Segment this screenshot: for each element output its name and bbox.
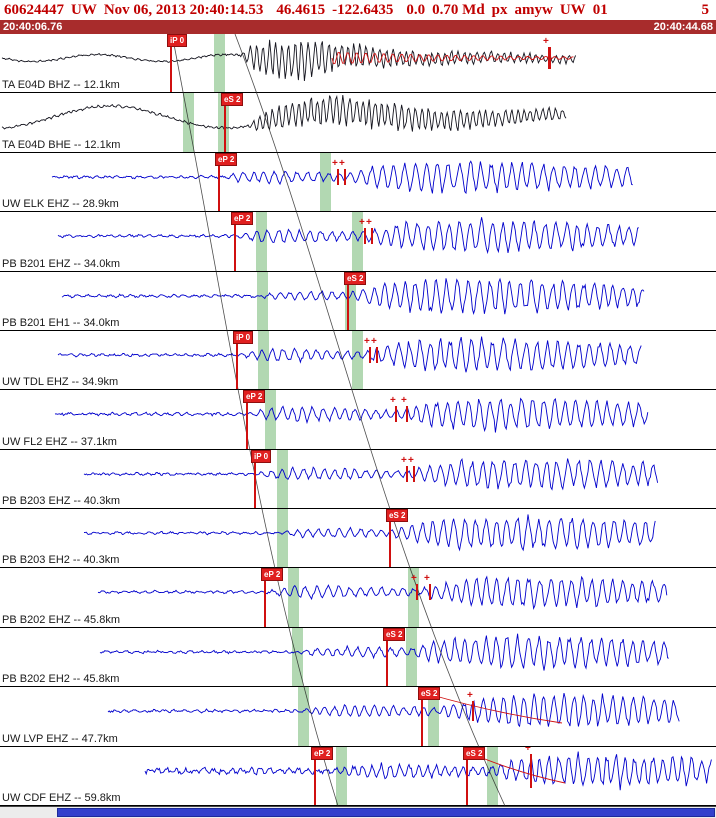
pick-flag[interactable]: eS 2 xyxy=(463,746,486,760)
trace-row[interactable]: eS 2 PB B203 EH2 -- 40.3km xyxy=(0,509,716,569)
station-label: TA E04D BHE -- 12.1km xyxy=(2,138,121,151)
trace-row[interactable]: eS 2 + UW LVP EHZ -- 47.7km xyxy=(0,687,716,747)
depth: 0.0 xyxy=(406,1,426,18)
pick-flag[interactable]: iP 0 xyxy=(233,330,254,344)
station-label: UW TDL EHZ -- 34.9km xyxy=(2,376,119,389)
h-scrollbar-thumb[interactable] xyxy=(57,808,715,817)
pick-flag[interactable]: eS 2 xyxy=(418,687,441,701)
station-label: PB B202 EH2 -- 45.8km xyxy=(2,673,120,686)
pick-flag[interactable]: eP 2 xyxy=(215,152,238,166)
page-number: 5 xyxy=(701,1,710,18)
pick-flag[interactable]: eP 2 xyxy=(261,568,284,582)
trace-stack: iP 0 + TA E04D BHZ -- 12.1km eS 2 TA E04D… xyxy=(0,34,716,806)
header-bar: 60624447 UW Nov 06, 2013 20:40:14.53 46.… xyxy=(0,0,716,20)
h-scrollbar[interactable] xyxy=(0,806,716,818)
pick-flag[interactable]: eP 2 xyxy=(311,746,334,760)
station-label: PB B203 EH2 -- 40.3km xyxy=(2,554,120,567)
origin-time: Nov 06, 2013 20:40:14.53 xyxy=(103,1,264,18)
trace-row[interactable]: eP 2 eS 2 + UW CDF EHZ -- 59.8km xyxy=(0,746,716,806)
station-label: UW LVP EHZ -- 47.7km xyxy=(2,732,118,745)
trace-row[interactable]: eS 2 PB B202 EH2 -- 45.8km xyxy=(0,627,716,688)
pick-flag[interactable]: eP 2 xyxy=(243,390,266,404)
station-label: PB B201 EHZ -- 34.0km xyxy=(2,257,120,270)
trace-row[interactable]: eS 2 PB B201 EH1 -- 34.0km xyxy=(0,271,716,331)
trace-row[interactable]: iP 0 + + PB B203 EHZ -- 40.3km xyxy=(0,449,716,509)
window-end-time: 20:40:44.68 xyxy=(653,21,713,33)
time-window-bar: 20:40:06.76 20:40:44.68 xyxy=(0,20,716,34)
pick-flag[interactable]: iP 0 xyxy=(251,449,272,463)
longitude: -122.6435 xyxy=(332,1,394,18)
station-label: UW CDF EHZ -- 59.8km xyxy=(2,791,121,804)
magnitude: 0.70 Md xyxy=(432,1,485,18)
trace-row[interactable]: eP 2 + + UW FL2 EHZ -- 37.1km xyxy=(0,390,716,450)
station-label: UW FL2 EHZ -- 37.1km xyxy=(2,435,117,448)
event-id: 60624447 xyxy=(4,1,64,18)
station-label: TA E04D BHZ -- 12.1km xyxy=(2,79,120,92)
version-number: 01 xyxy=(592,1,608,18)
station-label: PB B203 EHZ -- 40.3km xyxy=(2,495,120,507)
trace-row[interactable]: eP 2 + + PB B201 EHZ -- 34.0km xyxy=(0,212,716,272)
trace-row[interactable]: iP 0 + + UW TDL EHZ -- 34.9km xyxy=(0,330,716,391)
station-label: PB B201 EH1 -- 34.0km xyxy=(2,316,120,329)
window-start-time: 20:40:06.76 xyxy=(3,21,63,33)
pick-flag[interactable]: iP 0 xyxy=(167,34,188,47)
pick-flag[interactable]: eS 2 xyxy=(383,627,406,641)
trace-row[interactable]: iP 0 + TA E04D BHZ -- 12.1km xyxy=(0,34,716,94)
trace-row[interactable]: eS 2 TA E04D BHE -- 12.1km xyxy=(0,93,716,153)
pick-flag[interactable]: eP 2 xyxy=(231,212,254,226)
station-label: UW ELK EHZ -- 28.9km xyxy=(2,198,119,211)
pick-flag[interactable]: eS 2 xyxy=(386,509,409,522)
pick-flag[interactable]: eS 2 xyxy=(344,271,367,285)
analyst-id: amyw xyxy=(514,1,553,18)
trace-row[interactable]: eP 2 + + PB B202 EHZ -- 45.8km xyxy=(0,568,716,628)
trace-row[interactable]: eP 2 + + UW ELK EHZ -- 28.9km xyxy=(0,152,716,213)
pick-flag[interactable]: eS 2 xyxy=(221,93,244,107)
network-code: UW xyxy=(71,1,97,18)
station-label: PB B202 EHZ -- 45.8km xyxy=(2,613,120,626)
latitude: 46.4615 xyxy=(276,1,326,18)
agency-code: UW xyxy=(559,1,586,18)
status-code: px xyxy=(491,1,508,18)
